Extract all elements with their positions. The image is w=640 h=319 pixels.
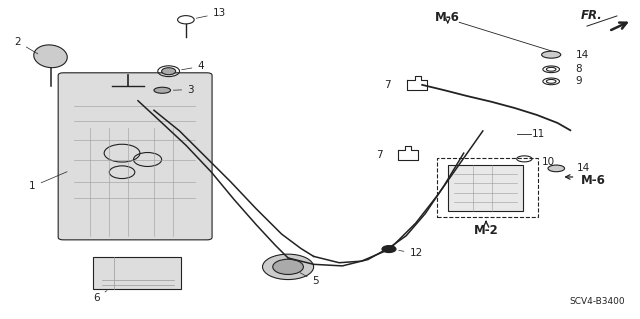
Text: 13: 13 [196,8,226,19]
Text: 3: 3 [173,85,194,95]
Ellipse shape [154,87,171,93]
Text: 2: 2 [15,37,38,54]
Circle shape [273,259,303,274]
Text: 14: 14 [575,50,589,60]
Text: M-6: M-6 [580,174,605,187]
FancyBboxPatch shape [58,73,212,240]
Text: 5: 5 [300,273,319,286]
Text: 11: 11 [532,129,545,139]
Text: FR.: FR. [580,10,602,22]
Text: 14: 14 [577,163,590,174]
Ellipse shape [34,45,67,68]
Text: M-2: M-2 [474,224,499,236]
Text: 7: 7 [383,80,390,90]
Text: 6: 6 [93,291,107,303]
Text: 10: 10 [542,157,556,167]
Bar [437,158,538,217]
Text: 7: 7 [376,150,383,160]
Ellipse shape [541,51,561,58]
Circle shape [262,254,314,279]
Text: 4: 4 [182,62,204,71]
Text: M-6: M-6 [435,11,460,24]
Circle shape [162,68,175,75]
Text: SCV4-B3400: SCV4-B3400 [570,297,625,306]
Circle shape [382,246,396,253]
Bar [93,257,181,289]
Text: 9: 9 [575,76,582,86]
Bar [448,165,523,211]
Ellipse shape [548,165,564,172]
Text: 8: 8 [575,64,582,74]
Text: 12: 12 [399,248,422,258]
Text: 1: 1 [29,172,67,191]
